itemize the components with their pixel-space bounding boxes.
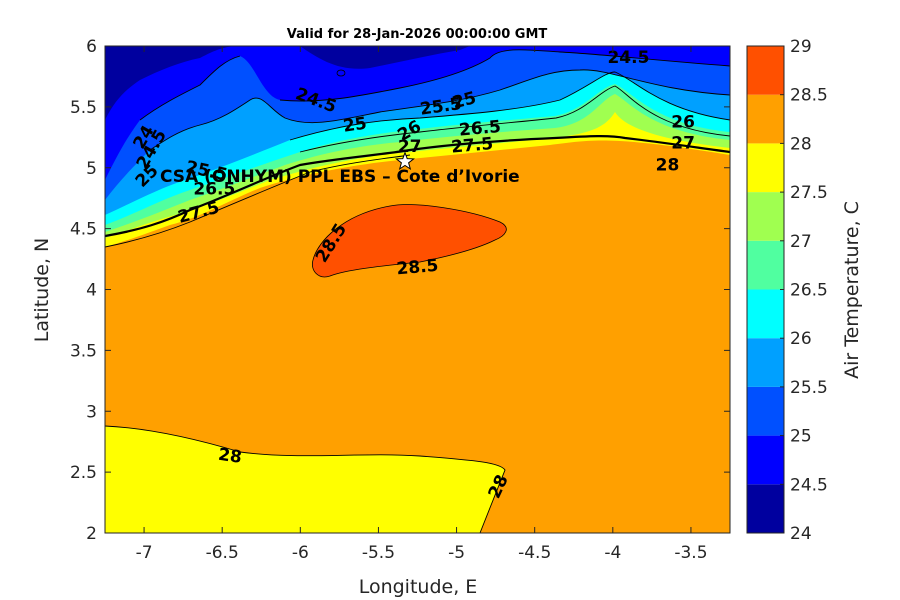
site-marker: CSA (ONHYM) PPL EBS – Cote d’Ivorie: [160, 151, 520, 187]
chart-title: Valid for 28-Jan-2026 00:00:00 GMT: [287, 27, 548, 42]
colorbar-segment: [747, 386, 784, 436]
x-tick-label: -6: [292, 543, 309, 563]
y-axis-title: Latitude, N: [31, 238, 53, 343]
colorbar-segment: [747, 338, 784, 387]
y-tick-label: 2.5: [70, 463, 97, 483]
colorbar-segment: [747, 240, 784, 290]
y-tick-label: 2: [86, 524, 97, 544]
y-tick-label: 3: [86, 402, 97, 422]
colorbar-segment: [747, 94, 784, 144]
contour-label: 26.5: [193, 180, 235, 200]
x-tick-label: -3.5: [674, 543, 707, 563]
colorbar-tick-label: 25: [790, 427, 812, 447]
colorbar-tick-label: 29: [790, 37, 812, 57]
contour-field: [105, 46, 730, 533]
y-tick-label: 4.5: [70, 220, 97, 240]
band-24: [105, 46, 240, 120]
contour-label: 27: [671, 133, 695, 153]
band-27.5: [105, 426, 505, 533]
contour-24.5-line: [139, 49, 730, 121]
colorbar-segment: [747, 435, 784, 485]
contour-label: 28: [656, 155, 680, 175]
colorbar-tick-label: 27.5: [790, 183, 828, 203]
y-tick-label: 3.5: [70, 341, 97, 361]
x-tick-label: -4: [604, 543, 621, 563]
star-icon: [395, 151, 415, 171]
x-tick-label: -5.5: [362, 543, 395, 563]
x-tick-label: -7: [136, 543, 153, 563]
contour-28-south: [105, 425, 506, 533]
colorbar-tick-label: 28: [790, 134, 812, 154]
colorbar-tick-label: 26: [790, 329, 812, 349]
x-tick-label: -6.5: [206, 543, 239, 563]
colorbar-tick-label: 24: [790, 524, 812, 544]
band-28.5: [311, 204, 507, 278]
contour-25-line: [149, 69, 730, 151]
y-tick-label: 5.5: [70, 98, 97, 118]
contour-label: 25: [342, 114, 368, 137]
contour-26.5-line: [299, 85, 730, 153]
contour-27.5-line: [105, 154, 411, 248]
y-tick-label: 5: [86, 159, 97, 179]
site-label: CSA (ONHYM) PPL EBS – Cote d’Ivorie: [160, 167, 520, 187]
colorbar-segment: [747, 46, 784, 95]
band-25: [105, 46, 730, 200]
x-tick-label: -5: [448, 543, 465, 563]
contour-label: 27.5: [450, 134, 494, 158]
colorbar-tick-label: 24.5: [790, 475, 828, 495]
contour-label: 26: [671, 113, 695, 133]
contour-label: 28.5: [396, 256, 440, 280]
colorbar-tick-label: 28.5: [790, 86, 828, 106]
band-24-b: [300, 46, 470, 69]
y-tick-label: 6: [86, 37, 97, 57]
colorbar-segment: [747, 192, 784, 241]
colorbar-tick-label: 25.5: [790, 378, 828, 398]
colorbar-tick-label: 26.5: [790, 281, 828, 301]
contour-label: 27: [398, 137, 422, 157]
colorbar-tick-label: 27: [790, 232, 812, 252]
colorbar-segment: [747, 289, 784, 339]
contour-label: 26.5: [458, 117, 502, 141]
colorbar: 24 24.5 25 25.5 26 26.5 27 27.5 28 28.5 29: [746, 37, 828, 544]
band-24.5: [105, 46, 730, 180]
contour-label: 28: [217, 445, 243, 468]
x-axis-title: Longitude, E: [359, 576, 478, 598]
colorbar-segment: [747, 484, 784, 533]
contour-26-line: [289, 71, 730, 141]
small-contour-ring: [336, 69, 346, 77]
colorbar-title: Air Temperature, C: [841, 201, 863, 379]
y-axis-ticks: 2 2.5 3 3.5 4 4.5 5 5.5 6: [70, 37, 730, 544]
contour-28-north: [105, 135, 730, 238]
y-tick-label: 4: [86, 281, 97, 301]
contour-label: 24.5: [607, 48, 649, 68]
x-axis-ticks: -7 -6.5 -6 -5.5 -5 -4.5 -4 -3.5: [136, 46, 708, 563]
x-tick-label: -4.5: [518, 543, 551, 563]
colorbar-segment: [747, 143, 784, 193]
